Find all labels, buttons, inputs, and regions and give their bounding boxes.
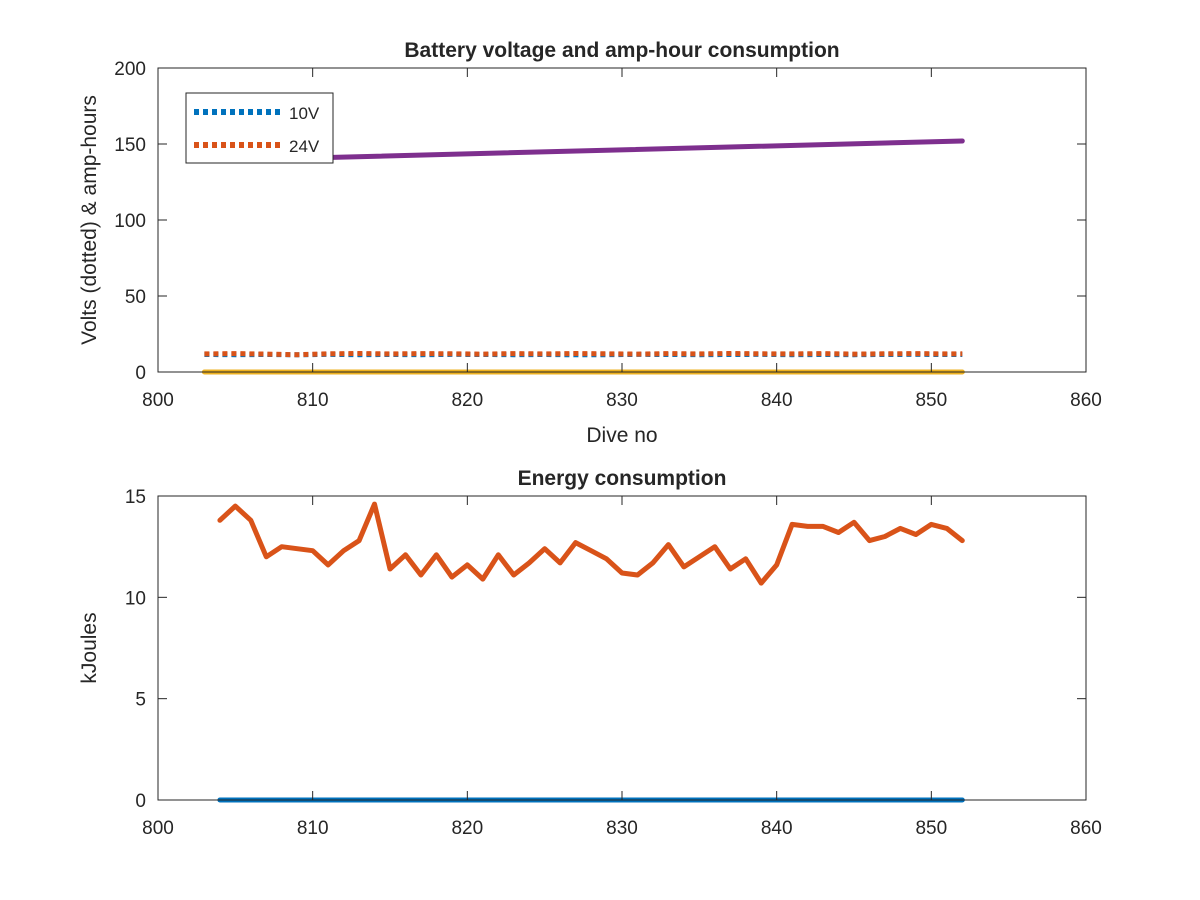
x-tick-label: 820 (451, 390, 483, 411)
legend-label-24v: 24V (289, 137, 320, 156)
series-line-1 (217, 501, 965, 586)
y-tick-label: 200 (114, 59, 146, 80)
x-tick-label: 840 (761, 818, 793, 839)
x-tick-label: 840 (761, 390, 793, 411)
x-tick-label: 830 (606, 390, 638, 411)
x-axis-label: Dive no (586, 424, 657, 447)
y-axis-label: Volts (dotted) & amp-hours (78, 95, 101, 345)
y-tick-label: 150 (114, 135, 146, 156)
y-tick-label: 15 (125, 487, 146, 508)
chart-title: Battery voltage and amp-hour consumption (404, 39, 839, 62)
legend-box (185, 92, 334, 164)
x-tick-label: 860 (1070, 390, 1102, 411)
x-tick-label: 820 (451, 818, 483, 839)
x-tick-label: 850 (915, 818, 947, 839)
ticks-layer: 800 810 820 830 840 850 860 0 5 10 15 (125, 487, 1102, 839)
x-tick-label: 810 (297, 818, 329, 839)
series-line-24v (204, 351, 963, 358)
legend-label-10v: 10V (289, 104, 320, 123)
plot-area (158, 496, 1086, 800)
y-axis-label: kJoules (78, 612, 101, 683)
y-tick-label: 50 (125, 287, 146, 308)
x-tick-label: 830 (606, 818, 638, 839)
ticks-layer: 800 810 820 830 840 850 860 0 50 100 150 200 (114, 59, 1102, 411)
x-tick-label: 850 (915, 390, 947, 411)
y-tick-label: 100 (114, 211, 146, 232)
legend: 10V 24V (185, 92, 334, 164)
y-tick-label: 0 (135, 791, 146, 812)
y-tick-label: 10 (125, 588, 146, 609)
x-tick-label: 800 (142, 390, 174, 411)
y-tick-label: 0 (135, 363, 146, 384)
voltage-amphour-axes: 800 810 820 830 840 850 860 0 50 100 150 200 Batter… (78, 39, 1102, 447)
x-tick-label: 860 (1070, 818, 1102, 839)
chart-title: Energy consumption (518, 467, 727, 490)
y-tick-label: 5 (135, 690, 146, 711)
x-tick-label: 800 (142, 818, 174, 839)
x-tick-label: 810 (297, 390, 329, 411)
energy-consumption-axes: 800 810 820 830 840 850 860 0 5 10 15 Energy consu… (78, 467, 1102, 839)
